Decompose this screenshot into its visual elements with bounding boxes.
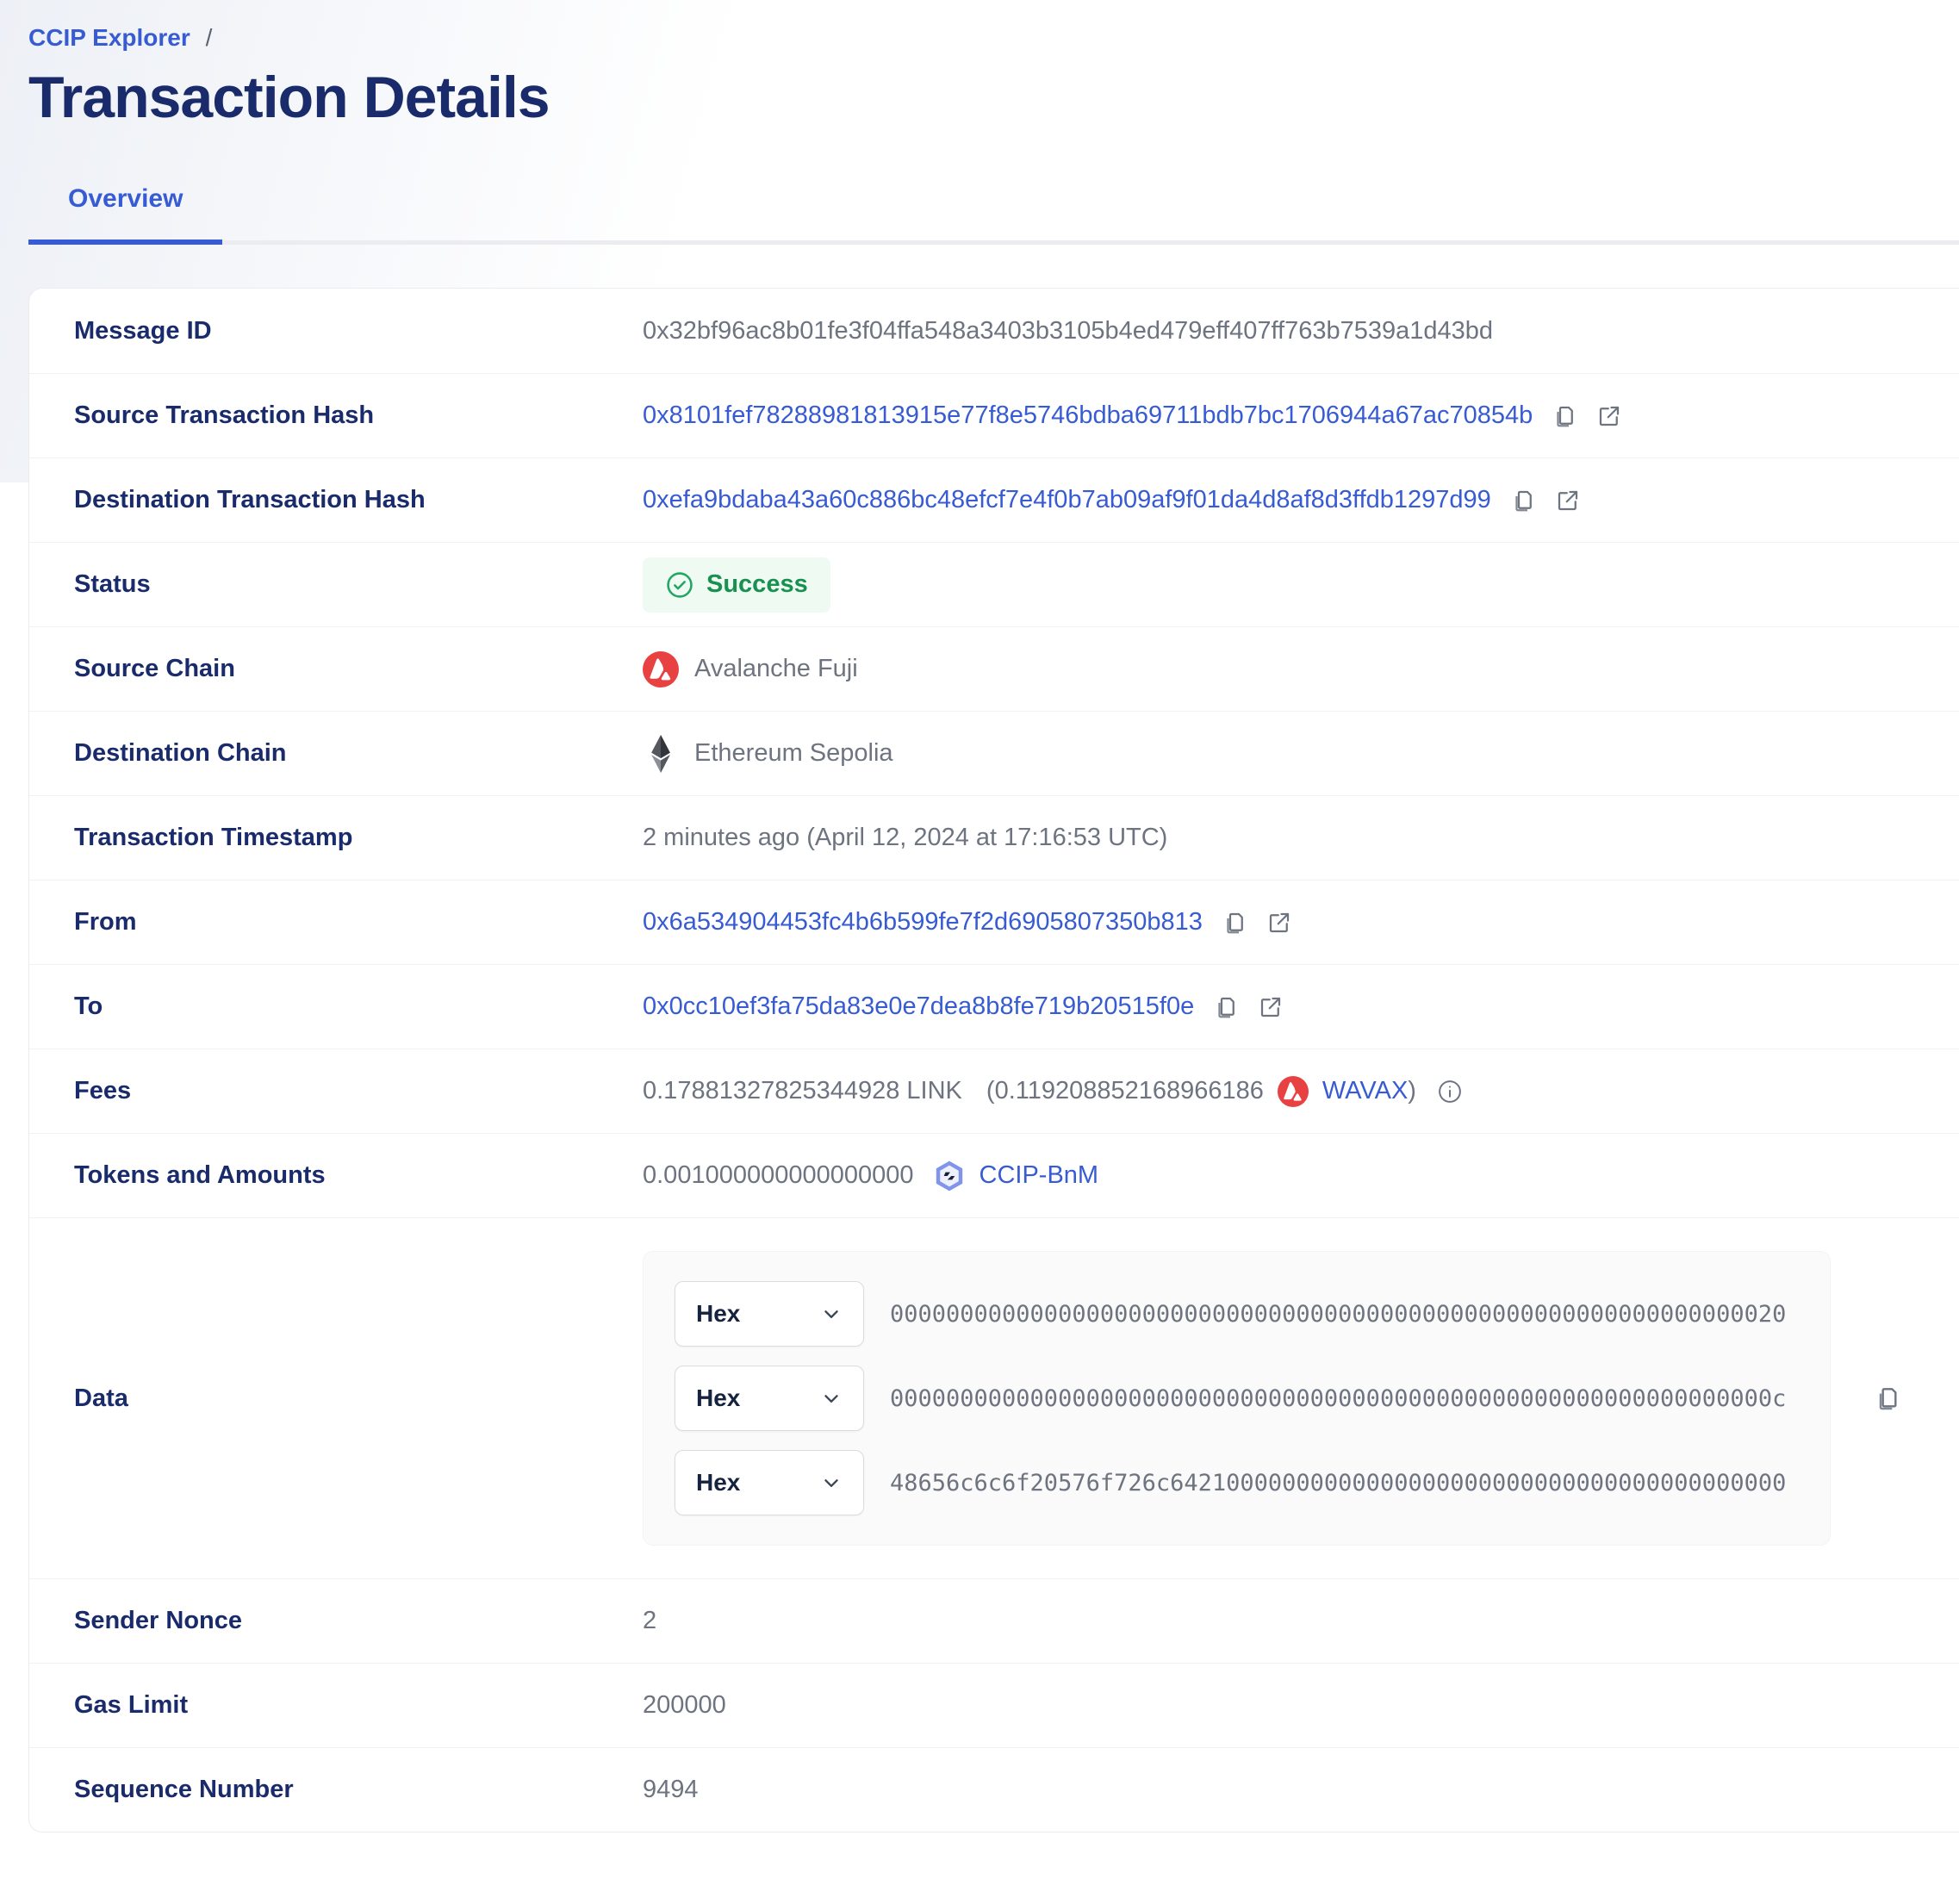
- to-label: To: [74, 992, 103, 1020]
- data-format-select[interactable]: Hex: [675, 1450, 864, 1515]
- transaction-details-page: CCIP Explorer / Transaction Details Over…: [0, 24, 1959, 1832]
- data-line: Hex 000000000000000000000000000000000000…: [675, 1281, 1799, 1347]
- avalanche-icon: [643, 650, 679, 688]
- chevron-down-icon: [820, 1387, 843, 1409]
- tokens-amounts-label: Tokens and Amounts: [74, 1161, 326, 1189]
- copy-icon[interactable]: [1552, 403, 1577, 429]
- data-hex-box: Hex 000000000000000000000000000000000000…: [643, 1251, 1831, 1546]
- copy-icon[interactable]: [1510, 488, 1536, 513]
- sender-nonce-value: 2: [643, 1607, 657, 1634]
- dest-chain-name: Ethereum Sepolia: [694, 739, 893, 767]
- ccip-bnm-token-link[interactable]: CCIP-BnM: [979, 1161, 1099, 1189]
- row-dest-tx-hash: Destination Transaction Hash 0xefa9bdaba…: [29, 457, 1959, 542]
- row-source-chain: Source Chain Avalanche Fuji: [29, 626, 1959, 711]
- tab-bar: Overview: [28, 184, 1959, 245]
- dest-chain-label: Destination Chain: [74, 739, 287, 767]
- row-gas-limit: Gas Limit 200000: [29, 1663, 1959, 1747]
- wavax-token-link[interactable]: WAVAX: [1322, 1077, 1409, 1104]
- breadcrumb: CCIP Explorer /: [0, 24, 1959, 52]
- data-format-select[interactable]: Hex: [675, 1366, 864, 1431]
- chevron-down-icon: [820, 1303, 843, 1325]
- external-link-icon[interactable]: [1555, 488, 1581, 513]
- details-card: Message ID 0x32bf96ac8b01fe3f04ffa548a34…: [28, 288, 1959, 1832]
- status-text: Success: [706, 570, 808, 598]
- gas-limit-value: 200000: [643, 1691, 726, 1719]
- external-link-icon[interactable]: [1258, 994, 1284, 1020]
- fees-paren-close: ): [1408, 1077, 1416, 1104]
- page-title: Transaction Details: [28, 65, 550, 130]
- avalanche-icon: [1277, 1075, 1309, 1107]
- row-tokens-amounts: Tokens and Amounts 0.001000000000000000 …: [29, 1133, 1959, 1217]
- fees-link-amount: 0.17881327825344928 LINK: [643, 1077, 962, 1104]
- row-dest-chain: Destination Chain Ethereum Sepolia: [29, 711, 1959, 795]
- gas-limit-label: Gas Limit: [74, 1691, 189, 1719]
- data-hex-line: 48656c6c6f20576f726c64210000000000000000…: [890, 1469, 1787, 1496]
- ccip-bnm-token-icon: [933, 1160, 966, 1192]
- row-message-id: Message ID 0x32bf96ac8b01fe3f04ffa548a34…: [29, 289, 1959, 373]
- from-label: From: [74, 908, 137, 936]
- sequence-number-value: 9494: [643, 1776, 699, 1803]
- copy-icon[interactable]: [1874, 1384, 1901, 1412]
- external-link-icon[interactable]: [1596, 403, 1622, 429]
- message-id-value: 0x32bf96ac8b01fe3f04ffa548a3403b3105b4ed…: [643, 316, 1494, 345]
- timestamp-value: 2 minutes ago (April 12, 2024 at 17:16:5…: [643, 824, 1168, 851]
- row-sender-nonce: Sender Nonce 2: [29, 1578, 1959, 1663]
- fees-converted-amount: (0.119208852168966186: [986, 1077, 1264, 1104]
- ethereum-icon: [643, 734, 679, 773]
- sequence-number-label: Sequence Number: [74, 1776, 294, 1803]
- data-line: Hex 000000000000000000000000000000000000…: [675, 1366, 1799, 1431]
- data-format-select[interactable]: Hex: [675, 1281, 864, 1347]
- row-data: Data Hex 0000000000000000000000000000000…: [29, 1217, 1959, 1578]
- sender-nonce-label: Sender Nonce: [74, 1607, 242, 1634]
- copy-icon[interactable]: [1222, 910, 1247, 936]
- source-chain-label: Source Chain: [74, 655, 235, 682]
- breadcrumb-separator: /: [205, 24, 213, 51]
- dest-tx-hash-link[interactable]: 0xefa9bdaba43a60c886bc48efcf7e4f0b7ab09a…: [643, 486, 1491, 513]
- data-hex-line: 0000000000000000000000000000000000000000…: [890, 1300, 1787, 1328]
- info-icon[interactable]: [1437, 1079, 1463, 1104]
- data-line: Hex 48656c6c6f20576f726c6421000000000000…: [675, 1450, 1799, 1515]
- row-fees: Fees 0.17881327825344928 LINK (0.1192088…: [29, 1048, 1959, 1133]
- from-address-link[interactable]: 0x6a534904453fc4b6b599fe7f2d6905807350b8…: [643, 908, 1203, 936]
- data-format-selected: Hex: [696, 1469, 741, 1496]
- token-amount: 0.001000000000000000: [643, 1161, 914, 1189]
- data-label: Data: [74, 1384, 128, 1412]
- row-timestamp: Transaction Timestamp 2 minutes ago (Apr…: [29, 795, 1959, 880]
- status-badge: Success: [643, 557, 830, 613]
- source-tx-hash-link[interactable]: 0x8101fef78288981813915e77f8e5746bdba697…: [643, 401, 1533, 429]
- row-sequence-number: Sequence Number 9494: [29, 1747, 1959, 1832]
- data-hex-line: 0000000000000000000000000000000000000000…: [890, 1384, 1787, 1412]
- data-format-selected: Hex: [696, 1300, 741, 1327]
- row-to: To 0x0cc10ef3fa75da83e0e7dea8b8fe719b205…: [29, 964, 1959, 1048]
- message-id-label: Message ID: [74, 316, 212, 345]
- row-source-tx-hash: Source Transaction Hash 0x8101fef7828898…: [29, 373, 1959, 457]
- external-link-icon[interactable]: [1266, 910, 1292, 936]
- status-label: Status: [74, 570, 151, 598]
- breadcrumb-link-ccip-explorer[interactable]: CCIP Explorer: [28, 24, 190, 51]
- fees-label: Fees: [74, 1077, 132, 1104]
- dest-tx-hash-label: Destination Transaction Hash: [74, 486, 426, 513]
- copy-icon[interactable]: [1213, 994, 1239, 1020]
- source-tx-hash-label: Source Transaction Hash: [74, 401, 375, 429]
- data-format-selected: Hex: [696, 1384, 741, 1411]
- source-chain-name: Avalanche Fuji: [694, 655, 858, 682]
- row-status: Status Success: [29, 542, 1959, 626]
- tab-overview[interactable]: Overview: [28, 184, 223, 245]
- chevron-down-icon: [820, 1472, 843, 1494]
- check-circle-icon: [665, 570, 694, 600]
- to-address-link[interactable]: 0x0cc10ef3fa75da83e0e7dea8b8fe719b20515f…: [643, 992, 1195, 1020]
- timestamp-label: Transaction Timestamp: [74, 824, 353, 851]
- row-from: From 0x6a534904453fc4b6b599fe7f2d6905807…: [29, 880, 1959, 964]
